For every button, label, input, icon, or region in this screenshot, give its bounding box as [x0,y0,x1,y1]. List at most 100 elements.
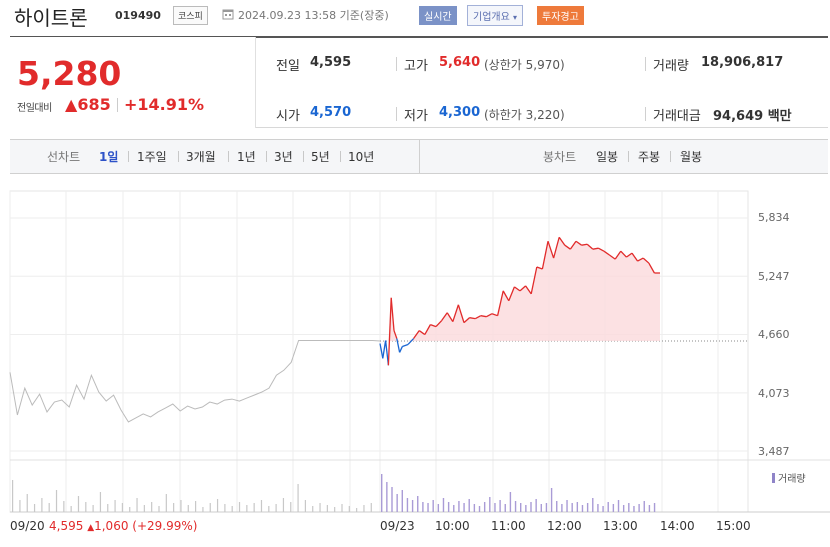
volume-bar [231,506,233,512]
series-segment-today [496,290,504,316]
y-tick-label: 4,073 [758,387,790,400]
volume-bar [173,503,175,512]
volume-bar [19,500,21,512]
series-segment-today [575,240,582,246]
volume-bar [216,499,219,512]
volume-bar [468,499,470,512]
volume-bar [114,500,116,512]
divider [670,151,671,162]
series-segment-today [541,241,549,270]
series-segment-today [452,304,460,322]
series-segment-today [536,266,543,270]
volume-bar [422,502,424,512]
investment-warning-badge[interactable]: 투자경고 [537,6,584,25]
period-3m[interactable]: 3개월 [186,150,216,164]
change-amount: 685 [77,95,111,114]
volume-legend-label: 거래량 [778,474,806,485]
volume-bar [447,502,450,512]
series-segment-today [558,236,566,246]
volume-bar [427,503,429,512]
volume-bar [602,506,604,512]
volume-bar [478,506,481,512]
low-label: 저가 [404,109,428,124]
divider [340,151,341,162]
low-value: 4,300 [439,105,481,120]
series-line-prev-day [9,340,381,423]
amount-unit: 백만 [767,109,792,124]
volume-bar [509,492,512,512]
volume-bar [348,506,350,512]
volume-bar [282,498,285,512]
amount-value: 94,649 백만 [713,105,792,124]
series-segment-today [435,320,443,328]
candle-daily[interactable]: 일봉 [596,150,619,164]
line-chart-label: 선차트 [47,150,81,164]
prev-day-info: 4,595 ▲1,060 (+29.99%) [49,519,197,533]
series-segment-today [382,340,387,359]
company-overview-dropdown[interactable]: 기업개요 ▾ [467,5,524,26]
period-5y[interactable]: 5년 [311,150,330,164]
lower-limit: (하한가 3,220) [484,108,565,122]
period-1y[interactable]: 1년 [237,150,256,164]
volume-bar [107,504,109,512]
realtime-button[interactable]: 실시간 [419,6,457,25]
volume-bar [576,502,579,512]
volume-legend: 거래량 [772,470,806,485]
series-segment-today [530,266,538,294]
volume-bar [55,490,58,512]
volume-bar [525,505,527,512]
volume-bar [77,496,80,512]
volume-bar [41,498,43,512]
x-tick-prev-day: 09/20 [10,519,45,533]
chart-grid [9,190,830,513]
volume-bar [312,506,314,512]
volume-legend-swatch [772,473,775,483]
volume-bar [202,507,204,512]
volume-bar [633,506,635,512]
period-1w[interactable]: 1주일 [137,150,167,164]
divider [419,139,420,174]
series-segment-today [586,243,594,250]
period-3y[interactable]: 3년 [274,150,293,164]
divider [128,151,129,162]
chart-frame [9,190,749,513]
volume-bar [597,504,599,512]
volume-bar [617,500,620,512]
volume-bar [12,480,14,512]
open-label: 시가 [276,109,300,124]
volume-bar [453,505,455,512]
volume-bar [540,504,542,512]
volume-bar [209,503,211,512]
series-segment-today [648,262,655,274]
upper-limit: (상한가 5,970) [484,58,565,72]
volume-value: 18,906,817 [701,55,784,70]
divider [645,107,646,121]
volume-bar [92,505,94,512]
volume-bar [33,504,36,512]
calendar-icon [222,9,234,20]
period-1d[interactable]: 1일 [99,150,119,164]
candle-monthly[interactable]: 월봉 [680,150,703,164]
candle-weekly[interactable]: 주봉 [638,150,661,164]
series-segment-today [441,312,448,322]
volume-bar [417,496,419,512]
series-segment-today [486,313,493,318]
volume-bar [334,507,336,512]
series-segment-today [413,330,420,339]
volume-bar [165,494,167,512]
series-segment-today [609,254,616,260]
volume-bar [581,505,584,512]
period-10y[interactable]: 10년 [348,150,375,164]
volume-bar [612,504,615,512]
chevron-down-icon: ▾ [513,13,518,22]
volume-bar [473,504,476,512]
series-segment-today [581,243,588,246]
volume-bar [121,503,123,512]
series-segment-today [424,324,431,335]
series-segment-today [569,240,577,250]
series-segment-today [514,286,521,292]
volume-bar [396,494,398,512]
x-tick-label: 09/23 [380,519,415,533]
chart-marks [9,236,748,512]
